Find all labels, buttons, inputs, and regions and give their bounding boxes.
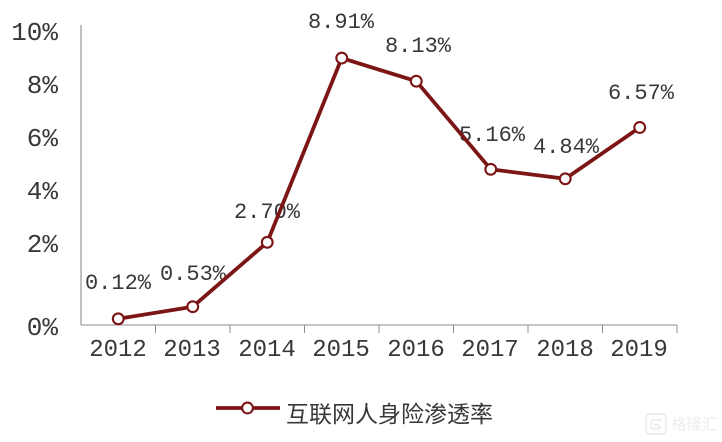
- svg-text:格隆汇: 格隆汇: [671, 416, 718, 434]
